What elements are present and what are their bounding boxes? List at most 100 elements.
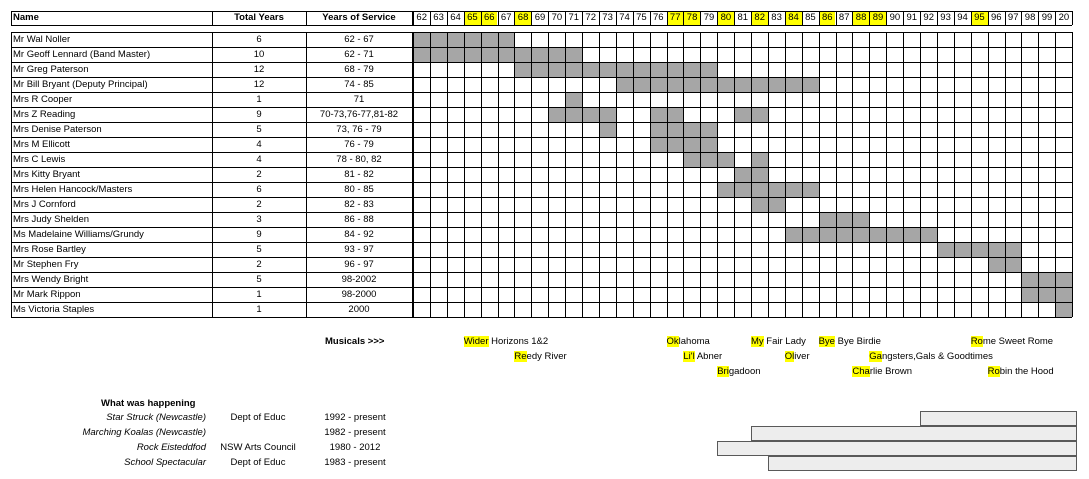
service-span: [987, 257, 1022, 272]
musical-title: Brigadoon: [717, 365, 761, 379]
year-header-20: 20: [1058, 12, 1070, 23]
year-column-line: [1038, 32, 1039, 317]
column-line: [306, 32, 307, 317]
total-years: 6: [256, 184, 262, 195]
musical-title: Charlie Brown: [852, 365, 912, 379]
service-span: [751, 197, 785, 212]
staff-name: Mr Stephen Fry: [13, 259, 79, 270]
year-header-63: 63: [433, 12, 444, 23]
year-header-76: 76: [653, 12, 664, 23]
total-years: 10: [253, 49, 265, 60]
year-header-82: 82: [751, 11, 768, 25]
total-years: 5: [256, 274, 262, 285]
event-duration-bar: [767, 456, 1077, 471]
musical-title-rest: iver: [794, 351, 810, 362]
year-column-line: [734, 11, 735, 25]
year-column-line: [937, 32, 938, 317]
year-column-line: [717, 32, 718, 317]
year-column-line: [565, 11, 566, 25]
year-column-line: [1005, 32, 1006, 317]
years-of-service: 78 - 80, 82: [336, 154, 382, 165]
year-header-87: 87: [838, 12, 850, 23]
year-header-64: 64: [450, 12, 461, 23]
year-column-line: [971, 11, 972, 25]
year-header-89: 89: [869, 11, 887, 25]
year-column-line: [920, 32, 921, 317]
staff-name: Mrs R Cooper: [13, 94, 73, 105]
musical-title: Gangsters,Gals & Goodtimes: [869, 350, 993, 364]
year-column-line: [1072, 32, 1073, 317]
staff-name: Mr Greg Paterson: [13, 64, 89, 75]
total-years: 1: [256, 304, 262, 315]
total-years: 3: [256, 214, 262, 225]
row-line: [11, 197, 1073, 198]
musical-title-highlight: Cha: [852, 366, 870, 377]
year-column-line: [717, 11, 718, 25]
year-header-93: 93: [940, 12, 951, 23]
staff-name: Mrs Judy Shelden: [13, 214, 90, 225]
year-header-99: 99: [1041, 12, 1053, 23]
year-column-line: [548, 11, 549, 25]
year-column-line: [548, 32, 549, 317]
year-header-70: 70: [551, 12, 563, 23]
year-header-69: 69: [534, 12, 546, 23]
years-of-service: 98-2002: [341, 274, 377, 285]
total-years: 5: [256, 244, 262, 255]
year-header-62: 62: [416, 12, 427, 23]
musical-title: Li'l Abner: [683, 350, 722, 364]
year-column-line: [1055, 32, 1056, 317]
row-line: [11, 92, 1073, 93]
year-column-line: [667, 32, 668, 317]
year-column-line: [734, 32, 735, 317]
year-column-line: [836, 32, 837, 317]
staff-name: Mrs Denise Paterson: [13, 124, 102, 135]
total-years: 4: [256, 139, 262, 150]
year-column-line: [751, 32, 752, 317]
service-span: [818, 212, 870, 227]
musical-title-rest: rlie Brown: [869, 366, 913, 377]
musical-title-highlight: Wider: [463, 336, 489, 347]
column-line: [212, 32, 213, 317]
musical-title-rest: gadoon: [728, 366, 761, 377]
years-of-service: 73, 76 - 79: [336, 124, 382, 135]
musical-title-highlight: Bri: [717, 366, 729, 377]
year-column-line: [1005, 11, 1006, 25]
year-column-line: [498, 32, 499, 317]
happening-title: What was happening: [101, 398, 196, 409]
year-column-line: [633, 11, 634, 25]
event-name: School Spectacular: [124, 457, 206, 468]
service-span: [717, 182, 819, 197]
service-span: [565, 92, 582, 107]
column-line: [11, 32, 12, 317]
year-column-line: [785, 32, 786, 317]
year-column-line: [481, 32, 482, 317]
year-header-79: 79: [703, 12, 715, 23]
row-line: [11, 167, 1073, 168]
musical-title-rest: ngsters,Gals & Goodtimes: [881, 351, 993, 362]
year-column-line: [768, 32, 769, 317]
year-header-91: 91: [906, 12, 918, 23]
staff-name: Ms Madelaine Williams/Grundy: [13, 229, 144, 240]
years-of-service: 62 - 71: [344, 49, 374, 60]
musical-title-highlight: Ol: [784, 351, 795, 362]
year-header-80: 80: [717, 11, 735, 25]
staff-name: Mrs Helen Hancock/Masters: [13, 184, 133, 195]
years-of-service: 98-2000: [341, 289, 377, 300]
year-header-86: 86: [819, 11, 836, 25]
years-of-service: 96 - 97: [344, 259, 374, 270]
event-range: 1983 - present: [324, 457, 386, 468]
musical-title-highlight: Li'l: [683, 351, 695, 362]
service-span: [936, 242, 1022, 257]
year-column-line: [633, 32, 634, 317]
row-line: [11, 212, 1073, 213]
event-organiser: Dept of Educ: [230, 457, 286, 468]
row-line: [11, 302, 1073, 303]
musical-title: My Fair Lady: [751, 335, 806, 349]
musical-title-highlight: Bye: [818, 336, 835, 347]
year-column-line: [1055, 11, 1056, 25]
year-column-line: [413, 11, 414, 25]
year-column-line: [751, 11, 752, 25]
header-bottom-line: [11, 25, 1073, 26]
year-column-line: [852, 11, 853, 25]
musical-title-rest: Fair Lady: [763, 336, 806, 347]
